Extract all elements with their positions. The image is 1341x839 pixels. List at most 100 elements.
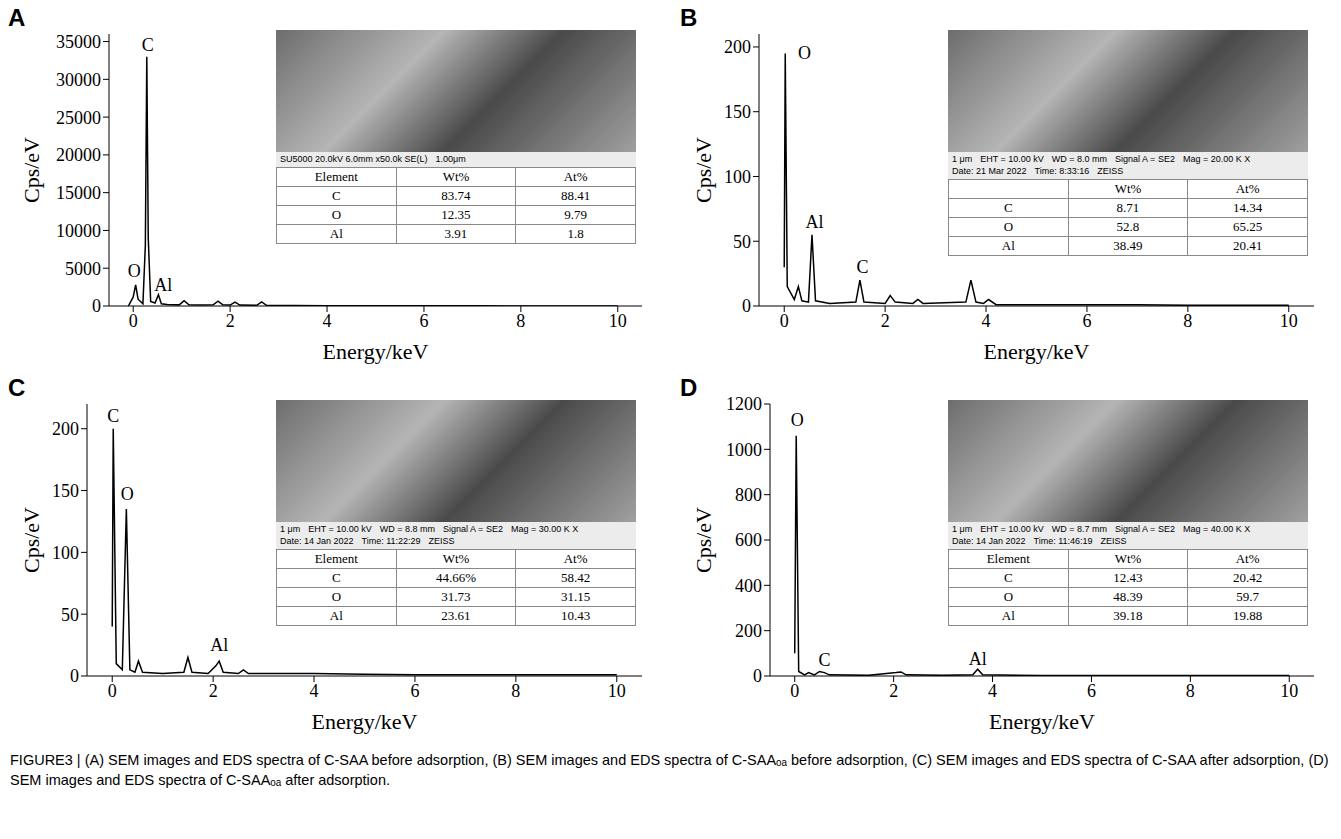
svg-text:0: 0 (70, 666, 79, 686)
svg-text:O: O (121, 484, 134, 504)
html-text:83.74: 83.74 (441, 188, 471, 203)
html-text:C: C (8, 374, 26, 401)
svg-text:2: 2 (881, 311, 890, 331)
html-text:B: B (680, 4, 698, 31)
svg-text:800: 800 (735, 485, 762, 505)
svg-text:2: 2 (209, 681, 218, 701)
svg-text:Al: Al (210, 635, 228, 655)
html-text:12.35: 12.35 (441, 207, 471, 222)
html-text:Wt%: Wt% (1114, 181, 1142, 196)
svg-text:Al: Al (969, 649, 987, 669)
svg-text:50: 50 (61, 605, 79, 625)
html-text:A: A (8, 4, 26, 31)
html-text:52.8: 52.8 (1116, 219, 1140, 234)
html-text:38.49: 38.49 (1113, 238, 1143, 253)
svg-text:8: 8 (1183, 311, 1192, 331)
svg-text:0: 0 (780, 311, 789, 331)
svg-text:4: 4 (323, 311, 332, 331)
html-text:1.8: 1.8 (567, 226, 584, 241)
svg-text:50: 50 (733, 232, 751, 252)
html-text:31.73: 31.73 (441, 589, 471, 604)
html-text:31.15: 31.15 (561, 589, 591, 604)
svg-text:O: O (798, 43, 811, 63)
svg-text:150: 150 (724, 102, 751, 122)
html-text:At%: At% (563, 169, 588, 184)
svg-text:25000: 25000 (56, 108, 101, 128)
html-text:At%: At% (1235, 181, 1260, 196)
svg-text:Energy/keV: Energy/keV (989, 709, 1095, 734)
html-text:Element: Element (314, 551, 358, 566)
svg-text:0: 0 (790, 681, 799, 701)
svg-text:4: 4 (988, 681, 997, 701)
html-text:65.25: 65.25 (1233, 219, 1263, 234)
svg-text:0: 0 (742, 296, 751, 316)
svg-text:Cps/eV: Cps/eV (19, 137, 44, 203)
html-text:FIGURE3 | (A) SEM images and E: FIGURE3 | (A) SEM images and EDS spectra… (10, 752, 1329, 789)
svg-text:200: 200 (735, 621, 762, 641)
svg-text:C: C (856, 257, 868, 277)
svg-text:10000: 10000 (56, 221, 101, 241)
html-text:9.79: 9.79 (564, 207, 587, 222)
html-text:8.71: 8.71 (1116, 200, 1140, 215)
svg-text:200: 200 (52, 419, 79, 439)
svg-text:15000: 15000 (56, 183, 101, 203)
svg-text:35000: 35000 (56, 32, 101, 52)
svg-text:Energy/keV: Energy/keV (323, 339, 429, 364)
html-text:At%: At% (563, 551, 588, 566)
svg-text:8: 8 (516, 311, 525, 331)
html-text:88.41: 88.41 (561, 188, 591, 203)
svg-text:5000: 5000 (65, 259, 101, 279)
svg-text:Al: Al (806, 212, 824, 232)
html-text:14.34: 14.34 (1233, 200, 1263, 215)
html-text:10.43: 10.43 (561, 608, 591, 623)
svg-text:Energy/keV: Energy/keV (312, 709, 418, 734)
svg-text:10: 10 (1280, 311, 1298, 331)
svg-text:30000: 30000 (56, 70, 101, 90)
svg-text:0: 0 (108, 681, 117, 701)
html-text:58.42: 58.42 (561, 570, 591, 585)
svg-text:600: 600 (735, 530, 762, 550)
svg-text:8: 8 (511, 681, 520, 701)
svg-text:6: 6 (410, 681, 419, 701)
svg-text:10: 10 (608, 681, 626, 701)
svg-text:4: 4 (310, 681, 319, 701)
svg-text:1200: 1200 (726, 394, 762, 414)
svg-text:100: 100 (52, 543, 79, 563)
html-text:23.61: 23.61 (441, 608, 471, 623)
svg-text:2: 2 (226, 311, 235, 331)
html-text:Wt%: Wt% (442, 169, 470, 184)
svg-text:0: 0 (129, 311, 138, 331)
html-text:D: D (680, 374, 698, 401)
svg-text:10: 10 (609, 311, 627, 331)
svg-text:Cps/eV: Cps/eV (691, 137, 716, 203)
svg-text:Cps/eV: Cps/eV (691, 507, 716, 573)
svg-text:Cps/eV: Cps/eV (19, 507, 44, 573)
svg-text:4: 4 (982, 311, 991, 331)
svg-text:C: C (818, 650, 830, 670)
svg-text:O: O (791, 410, 804, 430)
svg-text:6: 6 (419, 311, 428, 331)
svg-text:8: 8 (1186, 681, 1195, 701)
svg-text:0: 0 (92, 296, 101, 316)
svg-text:C: C (107, 406, 119, 426)
svg-text:400: 400 (735, 576, 762, 596)
html-text:3.91: 3.91 (444, 226, 468, 241)
svg-text:150: 150 (52, 481, 79, 501)
svg-text:10: 10 (1280, 681, 1298, 701)
svg-text:1000: 1000 (726, 440, 762, 460)
svg-text:0: 0 (753, 666, 762, 686)
svg-text:O: O (128, 261, 141, 281)
svg-text:Al: Al (154, 275, 172, 295)
html-text:20.41: 20.41 (1233, 238, 1263, 253)
html-text:Wt%: Wt% (442, 551, 470, 566)
svg-text:C: C (142, 35, 154, 55)
html-text:44.66%: 44.66% (435, 570, 476, 585)
svg-text:6: 6 (1082, 311, 1091, 331)
html-text:Element: Element (314, 169, 358, 184)
svg-text:Energy/keV: Energy/keV (984, 339, 1090, 364)
svg-text:20000: 20000 (56, 145, 101, 165)
svg-text:100: 100 (724, 167, 751, 187)
svg-text:6: 6 (1087, 681, 1096, 701)
svg-text:200: 200 (724, 37, 751, 57)
svg-text:2: 2 (889, 681, 898, 701)
